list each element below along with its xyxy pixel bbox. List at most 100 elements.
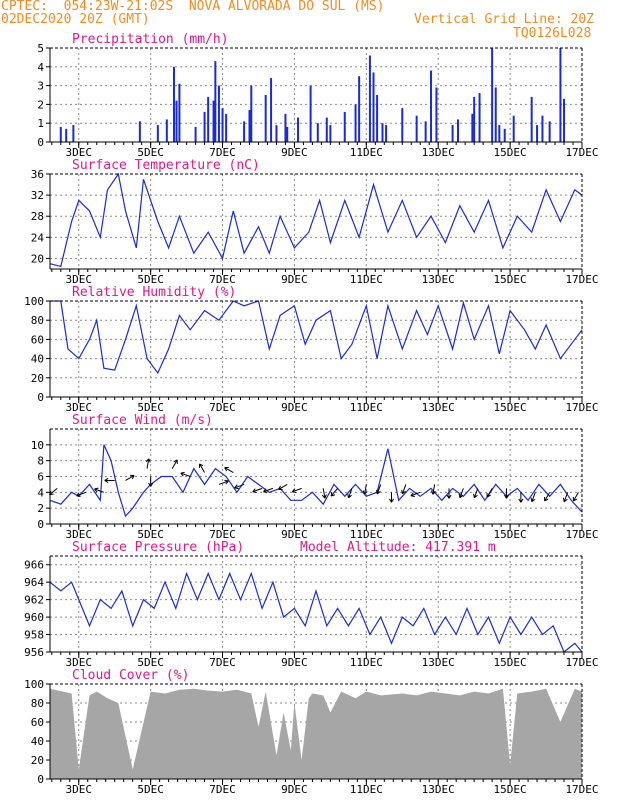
precip-bar	[165, 119, 168, 142]
wind-arrow-head	[321, 494, 327, 499]
precip-bar	[325, 117, 328, 142]
wind-arrow-head	[362, 490, 368, 495]
y-tick-label: 24	[31, 231, 45, 244]
x-tick-label: 15DEC	[494, 656, 527, 669]
y-tick-label: 4	[37, 486, 44, 499]
x-tick-label: 9DEC	[281, 656, 308, 669]
precip-bar	[59, 126, 62, 142]
x-tick-label: 17DEC	[565, 401, 598, 414]
precip-bar	[138, 121, 141, 142]
y-tick-label: 966	[24, 559, 44, 572]
wind-arrow	[348, 488, 353, 498]
wind-arrow	[459, 488, 464, 498]
panel-1	[46, 47, 583, 148]
x-tick-label: 11DEC	[350, 401, 383, 414]
header-grid-line: Vertical Grid Line: 20Z	[414, 12, 595, 27]
precip-bar	[343, 111, 346, 142]
wind-arrow-head	[263, 488, 268, 494]
wind-arrow-head	[446, 494, 452, 499]
x-tick-label: 9DEC	[281, 783, 308, 796]
wind-arrow-head	[130, 474, 135, 480]
y-tick-label: 1	[37, 117, 44, 130]
wind-arrow-head	[173, 459, 178, 464]
precip-bar	[512, 115, 515, 142]
wind-arrow-head	[94, 487, 99, 493]
wind-arrow	[49, 487, 58, 496]
precip-bar	[275, 125, 278, 142]
y-tick-label: 8	[37, 455, 44, 468]
series-line	[49, 444, 583, 518]
y-tick-label: 962	[24, 594, 44, 607]
wind-arrow	[252, 487, 263, 493]
cloud-area	[50, 688, 582, 779]
x-tick-label: 7DEC	[209, 401, 236, 414]
x-tick-label: 5DEC	[137, 656, 164, 669]
precip-bar	[435, 87, 438, 142]
y-tick-label: 100	[24, 295, 44, 308]
x-tick-label: 11DEC	[350, 656, 383, 669]
panel-title: Relative Humidity (%)	[72, 285, 236, 300]
x-tick-label: 7DEC	[209, 528, 236, 541]
x-tick-label: 17DEC	[565, 528, 598, 541]
precip-bar	[424, 121, 427, 142]
x-tick-label: 13DEC	[422, 528, 455, 541]
precip-bar	[173, 66, 176, 142]
x-tick-label: 3DEC	[66, 401, 93, 414]
x-tick-label: 5DEC	[137, 401, 164, 414]
x-tick-label: 9DEC	[281, 528, 308, 541]
x-tick-label: 17DEC	[565, 273, 598, 286]
precip-bar	[243, 121, 246, 142]
wind-arrow	[125, 475, 135, 481]
wind-arrow	[410, 491, 421, 497]
y-tick-label: 4	[37, 61, 44, 74]
wind-arrow-head	[572, 496, 578, 502]
header-date: 02DEC2020 20Z (GMT)	[1, 12, 150, 27]
wind-arrow-head	[504, 494, 510, 499]
x-tick-label: 13DEC	[422, 656, 455, 669]
x-tick-label: 15DEC	[494, 146, 527, 159]
precip-bar	[156, 125, 159, 142]
x-tick-label: 13DEC	[422, 401, 455, 414]
y-tick-label: 80	[31, 697, 44, 710]
wind-arrow	[180, 472, 191, 477]
wind-arrow-head	[430, 490, 436, 495]
wind-arrow	[401, 484, 407, 494]
precip-bar	[358, 76, 361, 142]
y-tick-label: 10	[31, 439, 44, 452]
precip-bar	[217, 85, 220, 142]
series-line	[50, 300, 583, 375]
precip-bar	[536, 125, 539, 142]
wind-arrow-head	[145, 458, 151, 463]
precip-bar	[284, 113, 287, 142]
wind-arrow	[364, 484, 367, 495]
y-tick-label: 0	[37, 518, 44, 531]
x-tick-label: 17DEC	[565, 656, 598, 669]
y-tick-label: 60	[31, 716, 44, 729]
precip-bar	[178, 83, 181, 142]
precip-bar	[473, 96, 476, 142]
precip-bar	[530, 96, 533, 142]
panel-5	[46, 555, 583, 658]
precip-bar	[309, 85, 312, 142]
precip-bar	[471, 113, 474, 142]
precip-bar	[221, 108, 224, 142]
panel-title: Surface Temperature (nC)	[72, 158, 260, 173]
precip-bar	[250, 85, 253, 142]
wind-arrow	[563, 492, 569, 502]
panel-4	[46, 428, 583, 530]
precip-bar	[451, 125, 454, 142]
wind-arrow-head	[473, 493, 478, 499]
wind-arrow	[486, 488, 493, 498]
panel-2	[46, 172, 583, 275]
wind-arrow-head	[347, 493, 352, 499]
panel-6	[46, 683, 583, 785]
wind-arrow-head	[148, 482, 154, 487]
x-tick-label: 5DEC	[137, 783, 164, 796]
y-tick-label: 36	[31, 168, 44, 181]
precip-bar	[503, 128, 506, 142]
x-tick-label: 3DEC	[66, 656, 93, 669]
wind-arrow	[292, 487, 302, 493]
precip-bar	[372, 72, 375, 142]
precip-bar	[214, 61, 217, 142]
